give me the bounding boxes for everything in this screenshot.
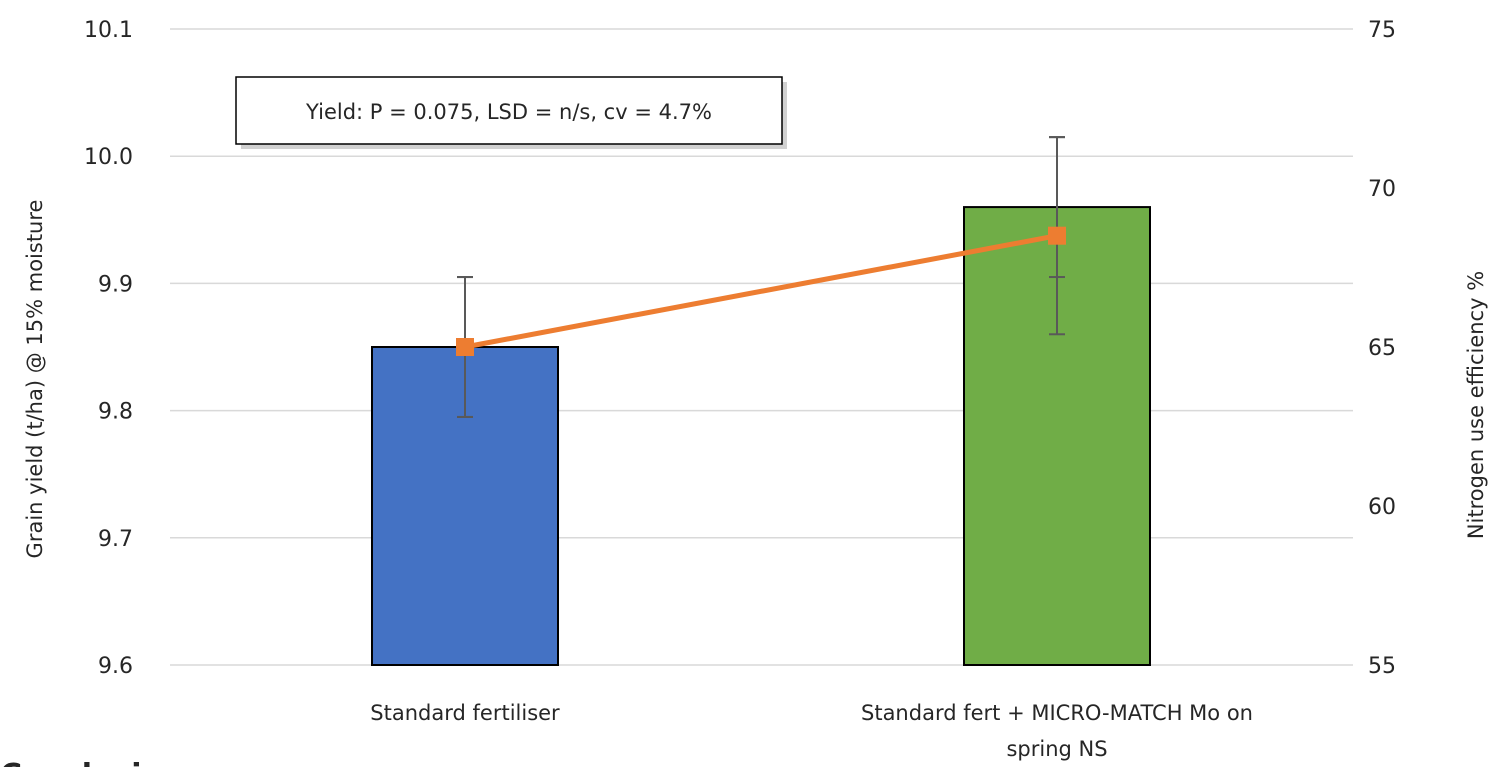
line-marker (456, 338, 474, 356)
left-tick-label: 9.9 (98, 272, 133, 297)
right-tick-label: 65 (1368, 336, 1396, 361)
line-marker (1048, 226, 1066, 245)
gridlines (170, 28, 1353, 666)
left-tick-label: 10.1 (84, 18, 133, 43)
category-label: Standard fert + MICRO-MATCH Mo on spring … (861, 701, 1253, 761)
right-tick-label: 70 (1368, 177, 1396, 202)
annotation-box: Yield: P = 0.075, LSD = n/s, cv = 4.7% (235, 76, 787, 149)
right-tick-label: 60 (1368, 495, 1396, 520)
right-tick-label: 55 (1368, 654, 1396, 679)
annotation-text: Yield: P = 0.075, LSD = n/s, cv = 4.7% (305, 100, 712, 124)
nue-line (464, 233, 1058, 350)
category-label: Standard fertiliser (370, 701, 560, 725)
left-axis-title: Grain yield (t/ha) @ 15% moisture (23, 200, 47, 559)
right-axis-ticks: 55 60 65 70 75 (1368, 18, 1396, 679)
right-axis-title: Nitrogen use efficiency % (1464, 271, 1488, 539)
left-tick-label: 9.7 (98, 527, 133, 552)
left-axis-ticks: 9.6 9.7 9.8 9.9 10.0 10.1 (84, 18, 133, 679)
category-labels: Standard fertiliser Standard fert + MICRO… (370, 701, 1253, 761)
left-tick-label: 9.6 (98, 654, 133, 679)
left-tick-label: 9.8 (98, 400, 133, 425)
category-label-line: Standard fertiliser (370, 701, 560, 725)
nue-line-series (456, 226, 1066, 356)
category-label-line: spring NS (1006, 737, 1107, 761)
left-tick-label: 10.0 (84, 145, 133, 170)
bars (371, 206, 1151, 667)
category-label-line: Standard fert + MICRO-MATCH Mo on (861, 701, 1253, 725)
footer-fragment: Conclusions (0, 758, 201, 767)
right-tick-label: 75 (1368, 18, 1396, 43)
annotation-frame (235, 76, 783, 145)
